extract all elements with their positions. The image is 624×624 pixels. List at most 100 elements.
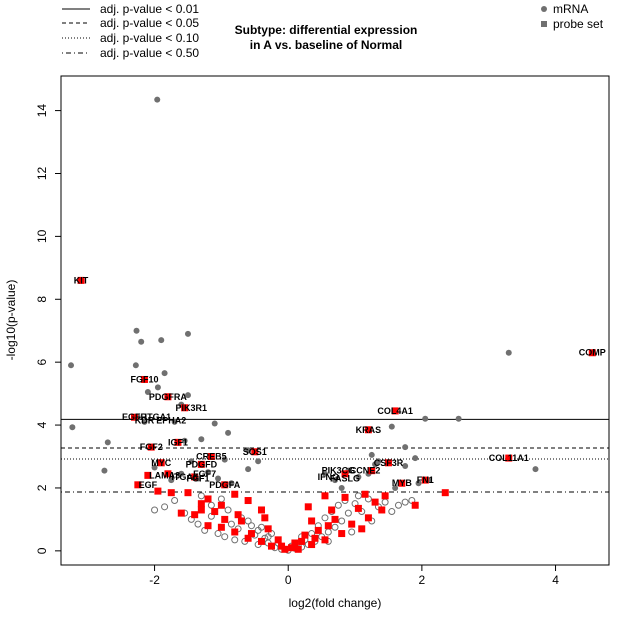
- gene-label-csf3r: CSF3R: [374, 458, 404, 468]
- gene-label-ifng: IFNG: [318, 472, 340, 482]
- probe-point: [164, 393, 172, 401]
- mrna-point: [215, 475, 222, 482]
- probe-point: [211, 508, 219, 516]
- probe-point: [588, 349, 596, 357]
- probe-point: [134, 481, 142, 489]
- mrna-point: [133, 327, 140, 334]
- probe-point: [331, 515, 339, 523]
- legend-label-1: adj. p-value < 0.05: [100, 16, 199, 30]
- mrna-point: [455, 415, 462, 422]
- open-point: [344, 509, 352, 517]
- probe-point: [257, 537, 265, 545]
- probe-point: [174, 438, 182, 446]
- chart-title-line-2: in A vs. baseline of Normal: [250, 38, 402, 52]
- probe-point: [181, 404, 189, 412]
- gene-label-egf: EGF: [139, 480, 158, 490]
- gene-label-col4a1: COL4A1: [377, 406, 413, 416]
- probe-point: [304, 503, 312, 511]
- open-point: [324, 528, 332, 536]
- probe-point: [177, 509, 185, 517]
- mrna-point: [154, 384, 161, 391]
- mrna-point: [412, 455, 419, 462]
- probe-point: [378, 506, 386, 514]
- probe-point: [191, 511, 199, 519]
- probe-point: [244, 534, 252, 542]
- probe-point: [308, 541, 316, 549]
- probe-point: [364, 514, 372, 522]
- x-tick-label: -2: [149, 573, 160, 587]
- y-tick-label: 12: [35, 166, 49, 180]
- mrna-point: [132, 362, 139, 369]
- legend-label-2: adj. p-value < 0.10: [100, 31, 199, 45]
- probe-point: [398, 479, 406, 487]
- probe-point: [294, 545, 302, 553]
- gene-label-fn1: FN1: [417, 475, 434, 485]
- probe-point: [324, 522, 332, 530]
- probe-point: [197, 460, 205, 468]
- legend-label-0: adj. p-value < 0.01: [100, 2, 199, 16]
- probe-point: [288, 544, 296, 552]
- mrna-point: [228, 480, 235, 487]
- open-point: [214, 530, 222, 538]
- axes: -2 0 2 4 0 2 4 6 8 10 12 14: [35, 104, 559, 587]
- probe-point: [274, 536, 282, 544]
- open-point: [171, 497, 179, 505]
- gene-label-pdgfa: PDGFA: [209, 480, 241, 490]
- probe-point: [358, 525, 366, 533]
- mrna-point: [138, 338, 145, 345]
- mrna-point: [104, 439, 111, 446]
- probe-point: [204, 522, 212, 530]
- mrna-point: [158, 337, 165, 344]
- probe-point: [341, 493, 349, 501]
- probe-point: [364, 426, 372, 434]
- gene-label-epha2: EPHA2: [156, 415, 186, 425]
- open-point: [331, 523, 339, 531]
- probe-point: [234, 511, 242, 519]
- x-tick-label: 0: [285, 573, 292, 587]
- mrna-point: [198, 436, 205, 443]
- mrna-point: [168, 477, 175, 484]
- probe-point: [264, 525, 272, 533]
- mrna-point: [171, 418, 178, 425]
- probe-points: [77, 276, 596, 553]
- probe-point: [261, 514, 269, 522]
- probe-point: [338, 530, 346, 538]
- mrna-point: [68, 362, 75, 369]
- mrna-point: [388, 423, 395, 430]
- open-point: [247, 522, 255, 530]
- open-point: [338, 517, 346, 525]
- probe-point: [231, 528, 239, 536]
- gene-label-itga1: ITGA1: [145, 412, 172, 422]
- probe-point: [341, 470, 349, 478]
- legend-mrna-marker: [541, 6, 547, 12]
- probe-point: [147, 443, 155, 451]
- open-point: [254, 526, 262, 534]
- mrna-points: [68, 96, 539, 491]
- probe-point: [391, 407, 399, 415]
- y-tick-label: 14: [35, 104, 49, 118]
- gene-label-lama3: LAMA3: [149, 470, 180, 480]
- probe-point: [191, 473, 199, 481]
- mrna-point: [141, 418, 148, 425]
- y-tick-label: 10: [35, 229, 49, 243]
- open-point: [388, 508, 396, 516]
- probe-point: [308, 517, 316, 525]
- mrna-point: [332, 477, 338, 484]
- mrna-point: [151, 464, 158, 471]
- mrna-point: [532, 466, 539, 473]
- mrna-point: [392, 484, 399, 491]
- probe-point: [321, 536, 329, 544]
- probe-point: [291, 539, 299, 547]
- probe-point: [231, 490, 239, 498]
- open-point: [221, 533, 229, 541]
- probe-point: [221, 515, 229, 523]
- open-point: [401, 498, 409, 506]
- open-point: [334, 501, 342, 509]
- legend-probe-marker: [541, 21, 547, 27]
- probe-point: [157, 459, 165, 467]
- gene-label-fgf1: FGF1: [186, 474, 209, 484]
- probe-point: [321, 492, 329, 500]
- probe-point: [268, 542, 276, 550]
- gene-label-igf1: IGF1: [168, 437, 188, 447]
- mrna-point: [154, 96, 161, 103]
